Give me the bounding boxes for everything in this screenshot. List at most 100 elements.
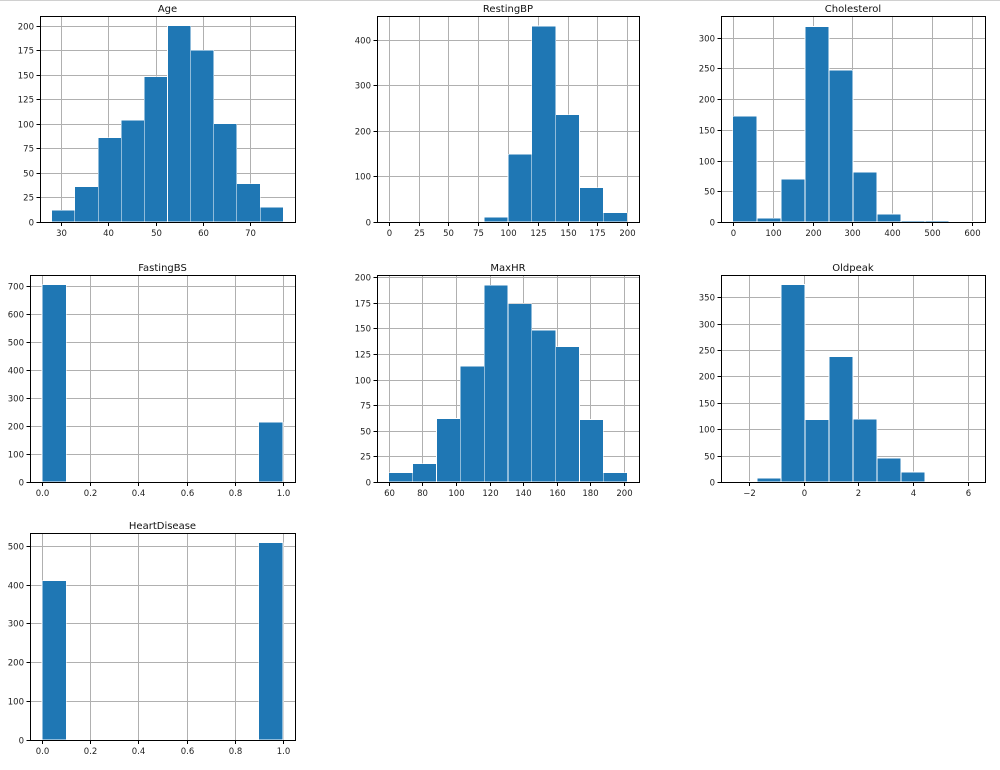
histogram-bar	[804, 26, 830, 223]
histogram-bar	[732, 481, 758, 483]
histogram-bar	[144, 76, 168, 223]
histogram-bar	[236, 183, 261, 223]
x-tick-label: 25	[414, 229, 425, 239]
y-tick-label: 300	[355, 82, 371, 92]
histogram-bar	[120, 119, 145, 223]
histogram-bar	[555, 114, 580, 223]
histogram-bar	[74, 186, 99, 223]
histogram-bar	[258, 421, 284, 483]
y-tick-label: 500	[8, 543, 24, 553]
y-tick-label: 150	[699, 400, 715, 410]
x-tick-label: 70	[245, 229, 256, 239]
x-tick-label: 300	[844, 229, 860, 239]
histogram-bar	[602, 212, 628, 223]
x-tick-label: 0	[387, 229, 392, 239]
y-tick-label: 75	[360, 402, 371, 412]
x-tick-label: 100	[765, 229, 781, 239]
y-tick-label: 50	[23, 170, 34, 180]
histogram-bar	[732, 115, 758, 223]
y-tick-label: 150	[355, 325, 371, 335]
histogram-bar	[167, 25, 191, 223]
x-tick-label: 60	[198, 229, 209, 239]
x-tick-label: 600	[964, 229, 980, 239]
panel-fastingbs: FastingBS 0.0 0.2 0.4 0.6 0.8 1.0 0 100 200 300 400…	[8, 263, 296, 499]
panel-title: Age	[158, 4, 177, 15]
x-tick-label: 1.0	[277, 489, 291, 499]
y-tick-label: 600	[8, 311, 24, 321]
histogram-bar	[876, 213, 902, 223]
x-tick-label: 120	[482, 489, 498, 499]
histogram-bar	[460, 365, 485, 483]
histogram-bar	[531, 25, 556, 223]
panel-title: MaxHR	[490, 263, 525, 274]
axes-frame	[721, 16, 986, 223]
histogram-bar	[388, 472, 414, 483]
y-tick-label: 400	[8, 582, 24, 592]
y-tick-label: 200	[699, 373, 715, 383]
y-tick-label: 125	[355, 351, 371, 361]
x-tick-label: 125	[530, 229, 546, 239]
y-tick-label: 200	[355, 274, 371, 284]
histogram-bar	[41, 284, 67, 483]
x-tick-label: 0.0	[36, 489, 50, 499]
histogram-bar	[948, 481, 974, 483]
y-tick-label: 25	[23, 194, 34, 204]
y-tick-label: 125	[18, 96, 34, 106]
x-tick-label: 40	[103, 229, 114, 239]
histogram-bar	[756, 478, 782, 483]
axes-frame	[30, 533, 296, 741]
histogram-bar	[780, 178, 806, 223]
y-tick-label: 100	[355, 377, 371, 387]
histogram-bar	[507, 153, 533, 223]
y-tick-label: 0	[19, 737, 24, 747]
x-tick-label: 30	[56, 229, 67, 239]
histogram-bar	[804, 419, 830, 483]
histogram-bar	[602, 472, 628, 483]
y-tick-label: 25	[360, 453, 371, 463]
y-tick-label: 400	[355, 37, 371, 47]
x-tick-label: 0.2	[84, 489, 98, 499]
y-tick-label: 200	[8, 423, 24, 433]
axes-frame	[30, 275, 296, 483]
x-tick-label: 0.4	[132, 489, 146, 499]
y-tick-label: 50	[704, 453, 715, 463]
histogram-bar	[756, 218, 782, 223]
histogram-bar	[900, 220, 926, 223]
y-tick-label: 0	[19, 479, 24, 489]
y-tick-label: 350	[699, 294, 715, 304]
y-tick-label: 250	[699, 65, 715, 75]
histogram-bar	[41, 580, 67, 741]
x-tick-label: 0	[731, 229, 736, 239]
y-tick-label: 100	[8, 698, 24, 708]
histogram-bar	[555, 346, 580, 483]
x-tick-label: 0.0	[36, 747, 50, 757]
y-tick-label: 200	[18, 23, 34, 33]
y-tick-label: 100	[355, 173, 371, 183]
x-tick-label: 100	[500, 229, 516, 239]
x-tick-label: 140	[515, 489, 531, 499]
x-tick-label: 160	[549, 489, 565, 499]
x-tick-label: 500	[924, 229, 940, 239]
y-tick-label: 250	[699, 347, 715, 357]
y-tick-label: 0	[366, 219, 371, 229]
y-tick-label: 100	[699, 158, 715, 168]
axes-frame	[721, 275, 986, 483]
histogram-bar	[852, 171, 878, 223]
y-tick-label: 500	[8, 339, 24, 349]
y-tick-label: 300	[8, 620, 24, 630]
x-tick-label: 200	[805, 229, 821, 239]
histogram-bar	[948, 221, 974, 223]
y-tick-label: 100	[699, 426, 715, 436]
y-tick-label: 0	[366, 479, 371, 489]
histogram-bar	[900, 471, 926, 483]
histogram-bar	[412, 463, 437, 483]
histogram-bar	[213, 123, 238, 223]
x-tick-label: 100	[448, 489, 464, 499]
histogram-bar	[259, 206, 284, 223]
y-tick-label: 400	[8, 367, 24, 377]
x-tick-label: 4	[911, 489, 916, 499]
panel-title: RestingBP	[483, 4, 533, 15]
axes-frame	[377, 275, 640, 483]
histogram-bar	[924, 220, 950, 223]
panel-cholesterol: Cholesterol 0 100 200 300 400 500 600 0 50 100 150 2…	[699, 4, 986, 239]
